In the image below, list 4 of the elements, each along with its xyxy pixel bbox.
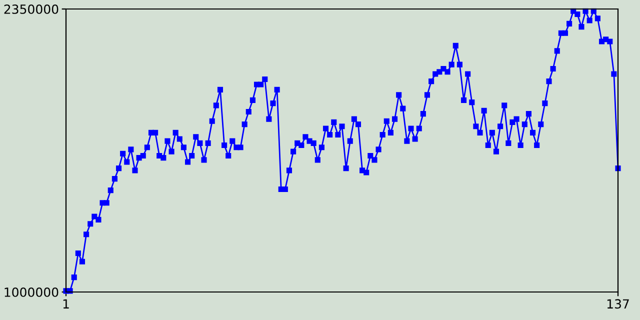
x-tick-label: 1 — [63, 299, 69, 308]
y-tick-label: 2350000 — [4, 4, 58, 14]
y-tick-label: 1000000 — [4, 287, 58, 297]
x-tick-label: 137 — [607, 299, 629, 309]
